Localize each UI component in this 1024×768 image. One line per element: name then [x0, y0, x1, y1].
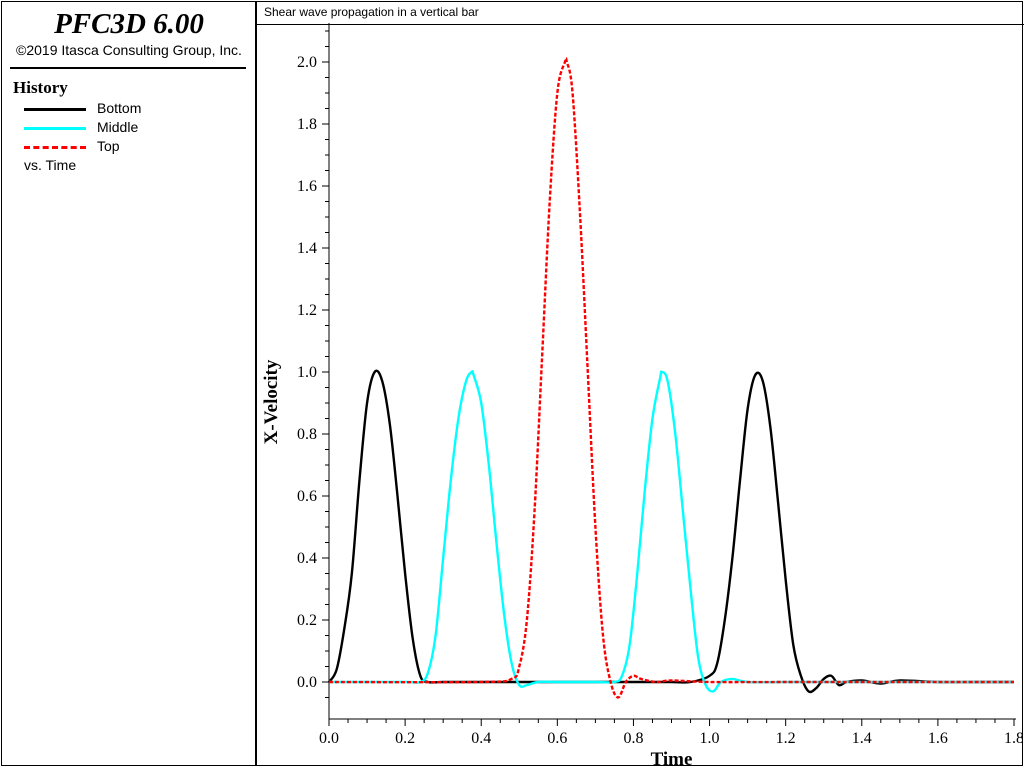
series-line-bottom [327, 369, 1014, 694]
y-tick-label: 0.4 [297, 550, 317, 567]
x-tick-label: 1.4 [852, 730, 872, 747]
legend-item-top: Top [2, 137, 252, 156]
y-tick-label: 0.8 [297, 426, 317, 443]
x-tick-label: 1.0 [700, 730, 720, 747]
chart-canvas: 0.0 0.2 0.4 0.6 0.8 1.0 1.2 1.4 1.6 1.8 2.0 0.0 0.2 0… [261, 23, 1022, 765]
series-line-middle [329, 369, 1014, 693]
y-axis-title: X-Velocity [261, 359, 282, 444]
x-tick-label: 1.8 [1004, 730, 1022, 747]
y-tick-label: 1.0 [297, 364, 317, 381]
plot-title-divider [257, 24, 1024, 25]
legend-label-top: Top [97, 138, 120, 154]
y-tick-label: 1.6 [297, 178, 317, 195]
y-tick-label: 0.2 [297, 612, 317, 629]
legend-label-bottom: Bottom [97, 100, 142, 116]
y-tick-label: 1.4 [297, 240, 317, 257]
legend-item-bottom: Bottom [2, 99, 252, 118]
plot-title: Shear wave propagation in a vertical bar [264, 5, 479, 19]
x-tick-label: 0.8 [623, 730, 643, 747]
x-tick-label: 1.6 [928, 730, 948, 747]
y-tick-label: 1.8 [297, 116, 317, 133]
x-tick-label: 0.6 [547, 730, 567, 747]
legend-divider [10, 67, 246, 69]
legend-swatch-bottom [24, 108, 86, 111]
legend-item-middle: Middle [2, 118, 252, 137]
x-tick-label: 0.0 [319, 730, 339, 747]
legend-vs-label: vs. Time [24, 157, 77, 173]
app-title: PFC3D 6.00 [54, 8, 204, 40]
x-tick-label: 0.2 [395, 730, 415, 747]
x-tick-label: 0.4 [471, 730, 491, 747]
copyright-text: ©2019 Itasca Consulting Group, Inc. [16, 42, 242, 58]
legend-swatch-middle [24, 127, 86, 130]
y-tick-label: 2.0 [297, 54, 317, 71]
y-tick-label: 0.0 [297, 674, 317, 691]
x-axis-title: Time [651, 749, 693, 765]
series-line-top [328, 56, 1014, 699]
plot-panel: Shear wave propagation in a vertical bar… [256, 1, 1024, 766]
legend-panel: PFC3D 6.00 ©2019 Itasca Consulting Group… [1, 1, 256, 766]
x-tick-label: 1.2 [776, 730, 796, 747]
y-tick-label: 0.6 [297, 488, 317, 505]
legend-title: History [13, 78, 68, 97]
legend-label-middle: Middle [97, 119, 139, 135]
legend-swatch-top [24, 146, 86, 149]
y-tick-label: 1.2 [297, 302, 317, 319]
